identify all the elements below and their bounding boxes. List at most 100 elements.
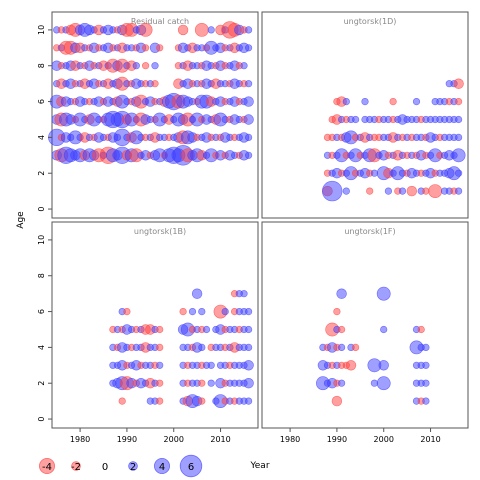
bubble-point xyxy=(177,24,189,36)
bubble-point xyxy=(243,378,254,389)
bubble-point xyxy=(156,361,164,369)
bubble-point xyxy=(245,44,253,52)
bubble-point xyxy=(156,44,164,52)
bubble-point xyxy=(191,288,203,299)
panel-frame-ungtorsk-1d xyxy=(261,11,469,219)
y-tick-label: 8 xyxy=(37,273,46,278)
bubble-point xyxy=(202,325,211,334)
y-tick-label: 8 xyxy=(37,63,46,68)
bubble-point xyxy=(406,185,417,197)
y-tick-label: 10 xyxy=(37,25,46,35)
panel-frame-ungtorsk-1f xyxy=(261,221,469,429)
bubble-point xyxy=(194,22,209,37)
y-tick-label: 4 xyxy=(37,135,46,140)
legend-bubble xyxy=(179,454,203,478)
bubble-point xyxy=(245,325,253,334)
y-tick-label: 0 xyxy=(37,416,46,421)
bubble-point xyxy=(422,379,430,387)
y-tick-label: 2 xyxy=(37,171,46,176)
bubble-point xyxy=(422,397,430,405)
bubble-point xyxy=(370,379,379,387)
x-tick-label: 2010 xyxy=(420,435,440,444)
legend-bubble xyxy=(39,457,56,474)
x-tick-label: 2010 xyxy=(210,435,230,444)
x-axis-title: Year xyxy=(249,461,269,471)
bubble-point xyxy=(198,397,206,405)
legend-bubble xyxy=(128,461,138,471)
x-tick-label: 2000 xyxy=(164,435,184,444)
y-axis-title: Age xyxy=(16,211,26,229)
bubble-point xyxy=(455,187,463,195)
bubble-point xyxy=(333,308,341,316)
bubble-point xyxy=(156,325,164,334)
x-tick-label: 2000 xyxy=(374,435,394,444)
legend-label: 6 xyxy=(188,462,194,473)
bubble-point xyxy=(422,343,430,352)
bubble-point xyxy=(138,22,153,37)
bubble-point xyxy=(331,395,343,407)
legend-label: 0 xyxy=(102,462,108,473)
bubble-point xyxy=(245,151,253,159)
y-tick-label: 2 xyxy=(37,381,46,386)
bubble-point xyxy=(243,114,254,125)
y-tick-label: 6 xyxy=(37,309,46,314)
bubble-point xyxy=(455,97,463,106)
panel-frame-ungtorsk-1b xyxy=(51,221,259,429)
bubble-point xyxy=(342,97,350,106)
bubble-point xyxy=(422,187,430,195)
bubble-point xyxy=(322,180,343,202)
bubble-point xyxy=(198,308,206,316)
bubble-point xyxy=(151,80,159,88)
bubble-point xyxy=(352,343,360,352)
y-tick-label: 10 xyxy=(37,235,46,245)
bubble-point xyxy=(123,308,131,316)
legend-label: 2 xyxy=(130,462,136,473)
bubble-point xyxy=(398,187,407,195)
bubble-point xyxy=(198,343,206,352)
bubble-point xyxy=(336,288,347,299)
bubble-point xyxy=(188,308,197,316)
bubble-point xyxy=(207,361,215,369)
bubble-point xyxy=(384,187,393,195)
bubble-point xyxy=(142,44,150,52)
legend-bubble xyxy=(153,457,170,474)
bubble-point xyxy=(370,169,379,177)
bubble-point xyxy=(451,148,466,163)
bubble-point xyxy=(345,360,357,371)
legend-bubble xyxy=(71,461,81,471)
bubble-point xyxy=(198,379,206,387)
bubble-point xyxy=(455,115,463,124)
bubble-point xyxy=(342,187,350,195)
bubble-point xyxy=(338,379,346,387)
bubble-point xyxy=(179,308,187,316)
bubble-point xyxy=(207,379,215,387)
bubble-point xyxy=(207,26,215,34)
bubble-point xyxy=(240,62,248,70)
bubble-point xyxy=(455,169,463,177)
bubble-point xyxy=(151,62,159,70)
legend-label: -4 xyxy=(42,462,52,473)
bubble-point xyxy=(338,325,346,334)
bubble-point xyxy=(156,343,164,352)
y-tick-label: 4 xyxy=(37,345,46,350)
bubble-point xyxy=(132,62,140,70)
bubble-point xyxy=(361,97,369,106)
bubble-point xyxy=(221,308,229,316)
bubble-point xyxy=(422,361,430,369)
bubble-point xyxy=(417,325,425,334)
chart-axes: 0 2 4 6 8 10 0 2 4 6 8 10 1980 1990 2000 2010 1980 1990 20… xyxy=(37,25,441,444)
panel-title: ungtorsk(1D) xyxy=(344,17,397,26)
x-tick-label: 1980 xyxy=(70,435,90,444)
x-tick-label: 1990 xyxy=(117,435,137,444)
bubble-point xyxy=(453,78,464,89)
y-tick-label: 6 xyxy=(37,99,46,104)
panel-title: ungtorsk(1F) xyxy=(344,227,395,236)
panel-title: Residual catch xyxy=(131,17,189,26)
legend-label: 4 xyxy=(159,462,165,473)
chart-marks xyxy=(48,21,466,408)
bubble-point xyxy=(412,97,421,106)
bubble-point xyxy=(245,133,253,141)
bubble-point xyxy=(352,115,360,124)
bubble-point xyxy=(366,187,374,195)
